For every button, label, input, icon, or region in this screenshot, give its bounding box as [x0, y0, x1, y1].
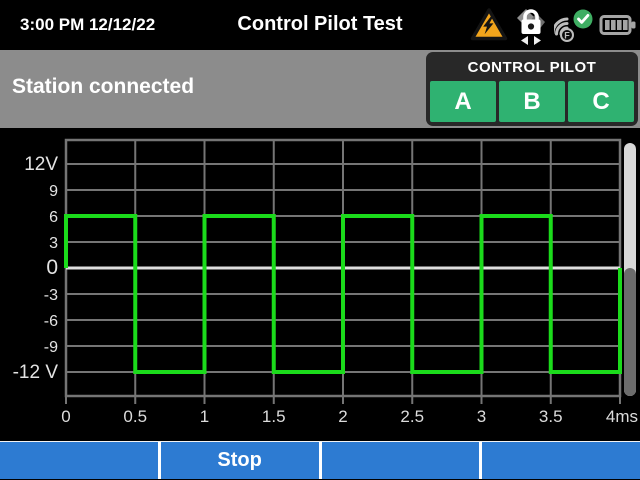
scrollbar-thumb[interactable] — [624, 268, 636, 396]
svg-text:-12 V: -12 V — [13, 362, 59, 383]
svg-text:2: 2 — [338, 407, 347, 426]
station-status-text: Station connected — [12, 75, 195, 98]
status-icon-row: F — [470, 0, 636, 50]
svg-text:0: 0 — [61, 407, 70, 426]
pilot-b-button[interactable]: B — [499, 81, 565, 122]
high-voltage-warning-icon — [470, 8, 508, 42]
svg-text:-6: -6 — [44, 313, 58, 330]
svg-text:1.5: 1.5 — [262, 407, 286, 426]
svg-text:3: 3 — [477, 407, 486, 426]
stop-button[interactable]: Stop — [160, 442, 319, 479]
svg-text:0.5: 0.5 — [123, 407, 147, 426]
waveform-chart: 0 0.5 1 1.5 2 2.5 3 3.5 4ms 12V 9 6 3 0 -3 -6 -9 -12 V — [0, 128, 640, 440]
control-pilot-label: CONTROL PILOT — [467, 59, 597, 76]
svg-text:3: 3 — [49, 235, 58, 252]
softkey-blank-1[interactable] — [0, 442, 158, 479]
datetime-text: 3:00 PM 12/12/22 — [20, 15, 156, 34]
wifi-status-icon: F — [554, 7, 594, 44]
chart-scrollbar[interactable] — [624, 143, 636, 396]
page-title: Control Pilot Test — [237, 13, 403, 35]
svg-text:4ms: 4ms — [606, 407, 638, 426]
svg-text:-9: -9 — [44, 339, 58, 356]
svg-text:12V: 12V — [24, 154, 58, 175]
softkey-blank-4[interactable] — [482, 442, 640, 479]
svg-text:3.5: 3.5 — [539, 407, 563, 426]
svg-text:2.5: 2.5 — [400, 407, 424, 426]
header-bar: 3:00 PM 12/12/22 Control Pilot Test — [0, 0, 640, 50]
pilot-a-button[interactable]: A — [430, 81, 496, 122]
svg-text:6: 6 — [49, 209, 58, 226]
pilot-c-button[interactable]: C — [568, 81, 634, 122]
softkey-bar: Stop — [0, 440, 640, 480]
chart-y-axis-labels: 12V 9 6 3 0 -3 -6 -9 -12 V — [13, 154, 59, 383]
chart-x-axis-labels: 0 0.5 1 1.5 2 2.5 3 3.5 4ms — [61, 407, 638, 426]
lock-probe-icon — [513, 4, 549, 46]
waveform-trace-control-pilot-voltage — [64, 214, 622, 374]
softkey-blank-3[interactable] — [321, 442, 480, 479]
battery-level-icon — [599, 13, 636, 37]
svg-text:1: 1 — [200, 407, 209, 426]
svg-text:-3: -3 — [44, 287, 58, 304]
softkey-row: Stop — [0, 441, 640, 479]
svg-text:F: F — [564, 30, 570, 40]
svg-text:0: 0 — [46, 256, 58, 279]
svg-text:9: 9 — [49, 183, 58, 200]
